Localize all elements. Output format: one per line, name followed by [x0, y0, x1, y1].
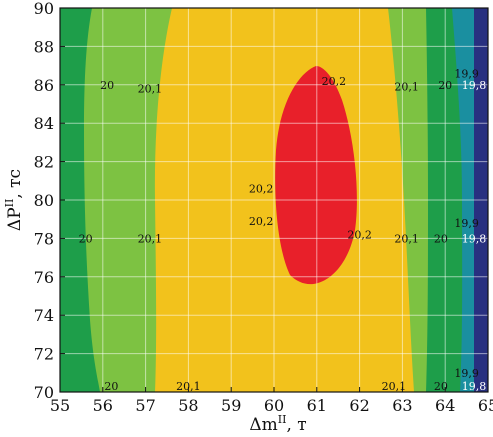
contour-label: 19,8 — [462, 380, 487, 393]
x-tick-label: 61 — [307, 396, 327, 415]
y-tick-label: 72 — [34, 345, 54, 364]
y-tick-label: 82 — [34, 153, 54, 172]
y-tick-label: 88 — [34, 37, 54, 56]
contour-label: 20,1 — [176, 380, 201, 393]
contour-label: 19,8 — [462, 232, 487, 245]
x-tick-label: 63 — [392, 396, 412, 415]
contour-label: 20,1 — [382, 380, 407, 393]
contour-label: 20,1 — [138, 232, 163, 245]
x-tick-label: 58 — [178, 396, 198, 415]
x-tick-label: 60 — [264, 396, 284, 415]
contour-label: 20 — [434, 232, 448, 245]
contour-label: 20 — [438, 79, 452, 92]
x-tick-label: 59 — [221, 396, 241, 415]
contour-label: 20,1 — [394, 232, 419, 245]
y-axis-label: ΔPII, тс — [3, 169, 25, 231]
contour-label: 20 — [100, 79, 114, 92]
contour-label: 19,9 — [454, 67, 479, 80]
x-axis-label: ΔmII, т — [249, 413, 306, 435]
y-tick-label: 70 — [34, 383, 54, 402]
contour-label: 20,1 — [138, 83, 163, 96]
x-tick-label: 65 — [478, 396, 493, 415]
y-tick-label: 84 — [34, 114, 54, 133]
contour-label: 20 — [104, 380, 118, 393]
contour-label: 20,2 — [322, 75, 347, 88]
region-above-20-2 — [275, 66, 357, 285]
x-tick-label: 64 — [435, 396, 455, 415]
contour-label: 20,1 — [394, 81, 419, 94]
contour-label: 20,2 — [249, 215, 274, 228]
contour-label: 20,2 — [347, 229, 372, 242]
contour-label: 20 — [434, 380, 448, 393]
axis-ticks: 55 56 57 58 59 60 61 62 63 64 65 70 72 74 76 78 80 82 84 86… — [34, 0, 493, 415]
y-tick-label: 76 — [34, 268, 54, 287]
contour-label: 20,2 — [249, 182, 274, 195]
x-tick-label: 56 — [93, 396, 113, 415]
x-tick-label: 55 — [50, 396, 70, 415]
y-tick-label: 86 — [34, 76, 54, 95]
y-tick-label: 80 — [34, 191, 54, 210]
y-tick-label: 74 — [34, 306, 54, 325]
y-tick-label: 78 — [34, 229, 54, 248]
contour-label: 20 — [79, 232, 93, 245]
y-tick-label: 90 — [34, 0, 54, 18]
contour-label: 19,9 — [454, 367, 479, 380]
contour-label: 19,9 — [454, 217, 479, 230]
x-tick-label: 62 — [349, 396, 369, 415]
x-tick-label: 57 — [135, 396, 155, 415]
contour-label: 19,8 — [462, 79, 487, 92]
